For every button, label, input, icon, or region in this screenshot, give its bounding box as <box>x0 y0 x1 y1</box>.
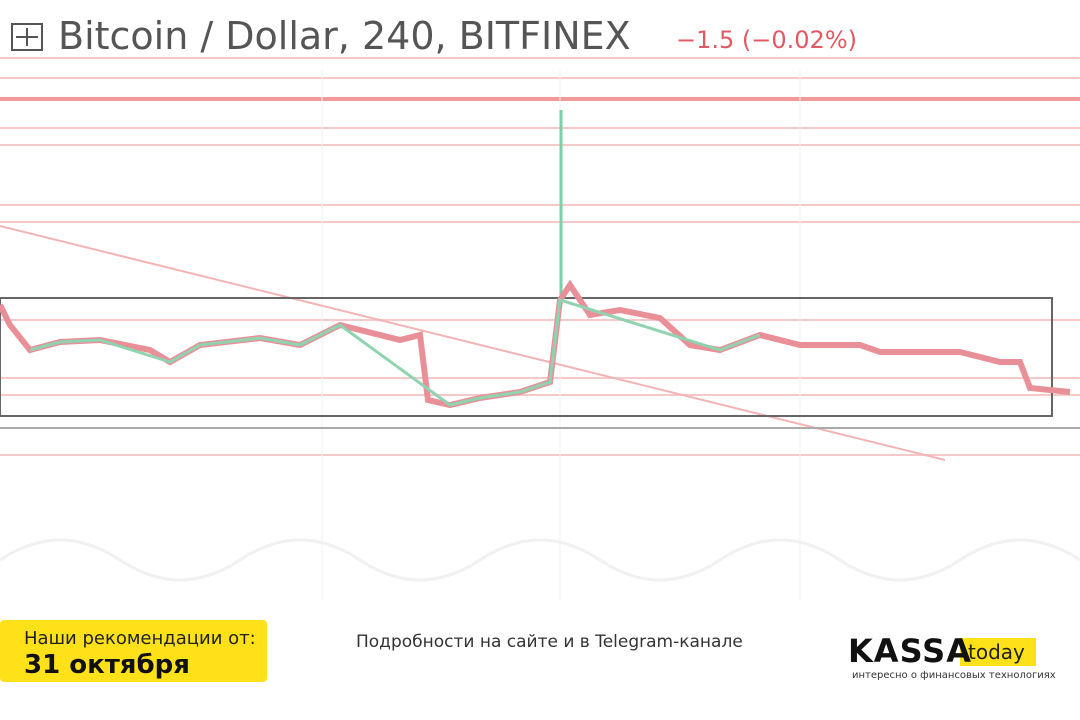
badge-label: Наши рекомендации от: <box>24 628 256 649</box>
logo-tag: today <box>968 640 1025 664</box>
icon <box>11 23 43 51</box>
price-path-up <box>29 298 761 407</box>
change: −1.5 (−0.02%) <box>676 26 857 54</box>
badge-date: 31 октября <box>24 650 190 680</box>
range-box <box>0 297 1053 417</box>
levels <box>0 57 1080 456</box>
logo: KASSA <box>848 632 972 670</box>
note: Подробности на сайте и в Telegram-канале <box>356 632 743 652</box>
logo-tag-bg <box>960 638 1036 666</box>
logo-caption: интересно о финансовых технологиях <box>852 670 1056 681</box>
trend-line <box>0 225 946 461</box>
title: Bitcoin / Dollar, 240, BITFINEX <box>58 14 631 58</box>
badge <box>0 620 267 682</box>
indicator <box>0 538 1080 582</box>
